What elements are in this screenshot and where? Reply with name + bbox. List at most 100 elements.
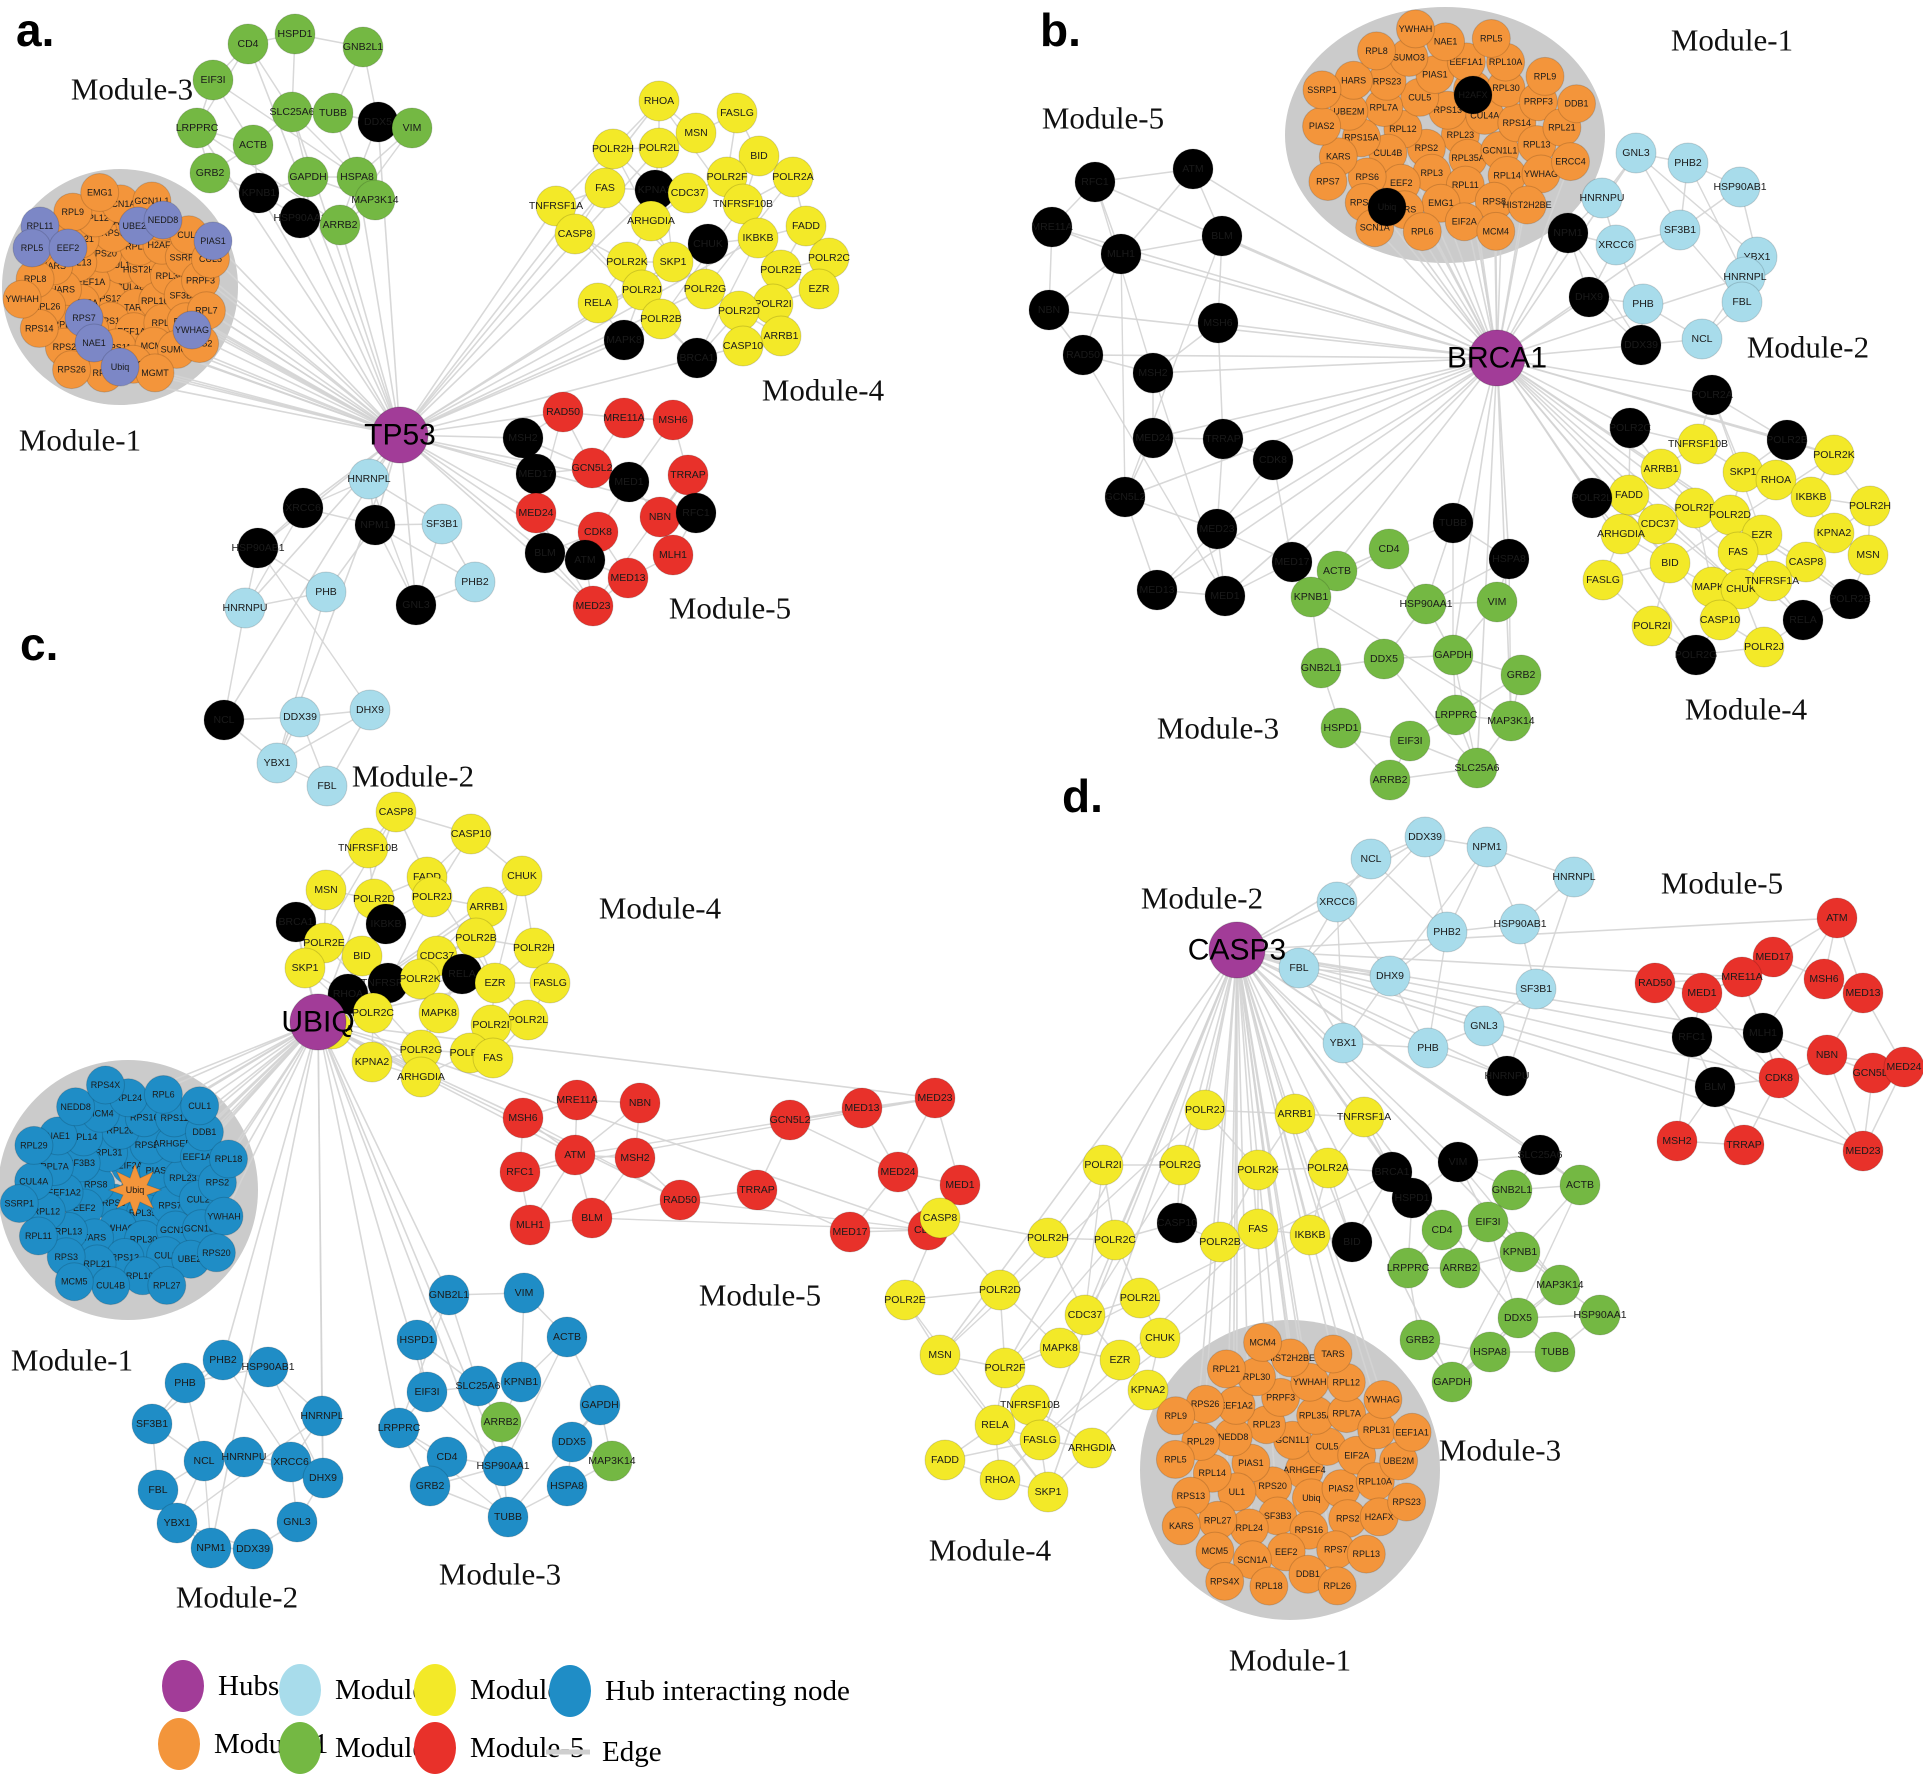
- node-SLC25A6[interactable]: SLC25A6: [456, 1365, 501, 1407]
- node-DHX9[interactable]: DHX9: [302, 1457, 344, 1499]
- node-RPS7[interactable]: RPS7: [1308, 162, 1348, 201]
- node-VIM[interactable]: VIM: [1437, 1141, 1479, 1183]
- node-RPL6[interactable]: RPL6: [1402, 212, 1442, 252]
- node-TUBB[interactable]: TUBB: [1534, 1331, 1576, 1373]
- node-KPNB1[interactable]: KPNB1: [1290, 576, 1332, 618]
- node-GAPDH[interactable]: GAPDH: [1432, 634, 1474, 676]
- node-ACTB[interactable]: ACTB: [546, 1316, 588, 1358]
- node-TRRAP[interactable]: TRRAP: [736, 1169, 778, 1211]
- node-TRRAP[interactable]: TRRAP: [667, 454, 709, 496]
- node-NEDD8[interactable]: NEDD8: [143, 200, 183, 240]
- node-HNRNPL[interactable]: HNRNPL: [347, 458, 391, 500]
- node-PIAS1[interactable]: PIAS1: [193, 221, 233, 261]
- node-SKP1[interactable]: SKP1: [284, 947, 326, 989]
- node-POLR2B[interactable]: POLR2B: [1766, 419, 1808, 461]
- node-DDX39[interactable]: DDX39: [232, 1528, 274, 1570]
- node-CDK8[interactable]: CDK8: [1252, 439, 1294, 481]
- node-POLR2L[interactable]: POLR2L: [507, 999, 549, 1041]
- node-TUBB[interactable]: TUBB: [1432, 502, 1474, 544]
- node-EIF3I[interactable]: EIF3I: [192, 59, 234, 101]
- node-MED13[interactable]: MED13: [1842, 972, 1884, 1014]
- node-DHX9[interactable]: DHX9: [1369, 955, 1411, 997]
- node-EIF3I[interactable]: EIF3I: [406, 1371, 448, 1413]
- node-KPNA2[interactable]: KPNA2: [351, 1041, 393, 1083]
- node-GAPDH[interactable]: GAPDH: [579, 1384, 621, 1426]
- node-MSH6[interactable]: MSH6: [1197, 302, 1239, 344]
- node-POLR2H[interactable]: POLR2H: [1027, 1217, 1069, 1259]
- node-MED23[interactable]: MED23: [1196, 508, 1238, 550]
- node-POLR2B[interactable]: POLR2B: [455, 917, 497, 959]
- node-SLC25A6[interactable]: SLC25A6: [270, 91, 315, 133]
- node-FAS[interactable]: FAS: [1237, 1208, 1279, 1250]
- node-FASLG[interactable]: FASLG: [1582, 559, 1624, 601]
- node-CDC37[interactable]: CDC37: [1064, 1294, 1106, 1336]
- node-H2AFX[interactable]: H2AFX: [1453, 75, 1493, 115]
- node-IKBKB[interactable]: IKBKB: [1289, 1214, 1331, 1256]
- node-FAS[interactable]: FAS: [584, 167, 626, 209]
- node-CD4[interactable]: CD4: [227, 23, 269, 65]
- node-EEF1A1[interactable]: EEF1A1: [1392, 1412, 1432, 1452]
- hub-BRCA1[interactable]: BRCA1: [1447, 329, 1547, 387]
- node-SSRP1[interactable]: SSRP1: [0, 1184, 39, 1223]
- node-RELA[interactable]: RELA: [974, 1404, 1016, 1446]
- node-SF3B1[interactable]: SF3B1: [131, 1403, 173, 1445]
- node-CHUK[interactable]: CHUK: [687, 223, 729, 265]
- node-CASP10[interactable]: CASP10: [1699, 599, 1741, 641]
- node-GNB2L1[interactable]: GNB2L1: [1491, 1169, 1533, 1211]
- node-CASP10[interactable]: CASP10: [722, 325, 764, 367]
- node-EEF2[interactable]: EEF2: [48, 228, 88, 268]
- node-ATM[interactable]: ATM: [554, 1134, 596, 1176]
- node-TNFRSF1A[interactable]: TNFRSF1A: [1337, 1096, 1391, 1138]
- node-MED24[interactable]: MED24: [515, 492, 557, 534]
- node-ACTB[interactable]: ACTB: [1316, 550, 1358, 592]
- node-FBL[interactable]: FBL: [306, 765, 348, 807]
- node-PHB[interactable]: PHB: [164, 1362, 206, 1404]
- node-RFC1[interactable]: RFC1: [1074, 161, 1116, 203]
- node-RAD50[interactable]: RAD50: [1062, 334, 1104, 376]
- node-POLR2L[interactable]: POLR2L: [1571, 477, 1613, 519]
- node-RPL27[interactable]: RPL27: [147, 1265, 187, 1305]
- node-MED24[interactable]: MED24: [1132, 417, 1174, 459]
- node-MED24[interactable]: MED24: [877, 1151, 919, 1193]
- node-PHB[interactable]: PHB: [1622, 283, 1664, 325]
- node-ARHGDIA[interactable]: ARHGDIA: [1068, 1427, 1116, 1469]
- node-EZR[interactable]: EZR: [474, 962, 516, 1004]
- node-POLR2E[interactable]: POLR2E: [760, 249, 802, 291]
- node-MSH2[interactable]: MSH2: [1132, 352, 1174, 394]
- node-POLR2G[interactable]: POLR2G: [1159, 1144, 1202, 1186]
- node-MCM4[interactable]: MCM4: [1243, 1322, 1283, 1362]
- node-POLR2J[interactable]: POLR2J: [1743, 626, 1785, 668]
- node-ARRB1[interactable]: ARRB1: [466, 886, 508, 928]
- node-ARRB1[interactable]: ARRB1: [1640, 448, 1682, 490]
- node-GRB2[interactable]: GRB2: [189, 152, 231, 194]
- node-TNFRSF1A[interactable]: TNFRSF1A: [529, 185, 583, 227]
- node-GCN5L2[interactable]: GCN5L2: [1104, 476, 1146, 518]
- node-ATM[interactable]: ATM: [564, 539, 606, 581]
- node-RFC1[interactable]: RFC1: [1671, 1016, 1713, 1058]
- node-MSH2[interactable]: MSH2: [614, 1137, 656, 1179]
- node-MED17[interactable]: MED17: [515, 453, 557, 495]
- node-XRCC6[interactable]: XRCC6: [282, 487, 324, 529]
- node-CASP10[interactable]: CASP10: [1156, 1202, 1198, 1244]
- node-POLR2C[interactable]: POLR2C: [1094, 1219, 1136, 1261]
- node-IKBKB[interactable]: IKBKB: [365, 903, 407, 945]
- node-LRPPRC[interactable]: LRPPRC: [1387, 1247, 1430, 1289]
- node-YWHAH[interactable]: YWHAH: [1396, 9, 1435, 49]
- node-POLR2K[interactable]: POLR2K: [1237, 1149, 1279, 1191]
- node-POLR2E[interactable]: POLR2E: [884, 1279, 926, 1321]
- node-HSP90AA1[interactable]: HSP90AA1: [1399, 583, 1453, 625]
- node-RELA[interactable]: RELA: [441, 953, 483, 995]
- node-HSPA8[interactable]: HSPA8: [546, 1465, 588, 1507]
- node-POLR2D[interactable]: POLR2D: [718, 290, 760, 332]
- node-DHX9[interactable]: DHX9: [349, 689, 391, 731]
- node-Ubiq[interactable]: Ubiq: [107, 1162, 163, 1218]
- node-RPL5[interactable]: RPL5: [1155, 1439, 1195, 1479]
- node-TARS[interactable]: TARS: [1313, 1334, 1353, 1374]
- node-FASLG[interactable]: FASLG: [1019, 1419, 1061, 1461]
- node-KPNA2[interactable]: KPNA2: [1813, 512, 1855, 554]
- node-MED13[interactable]: MED13: [841, 1087, 883, 1129]
- node-RAD50[interactable]: RAD50: [1634, 962, 1676, 1004]
- node-TNFRSF1A[interactable]: TNFRSF1A: [1745, 560, 1799, 602]
- node-RHOA[interactable]: RHOA: [1755, 459, 1797, 501]
- node-RELA[interactable]: RELA: [577, 282, 619, 324]
